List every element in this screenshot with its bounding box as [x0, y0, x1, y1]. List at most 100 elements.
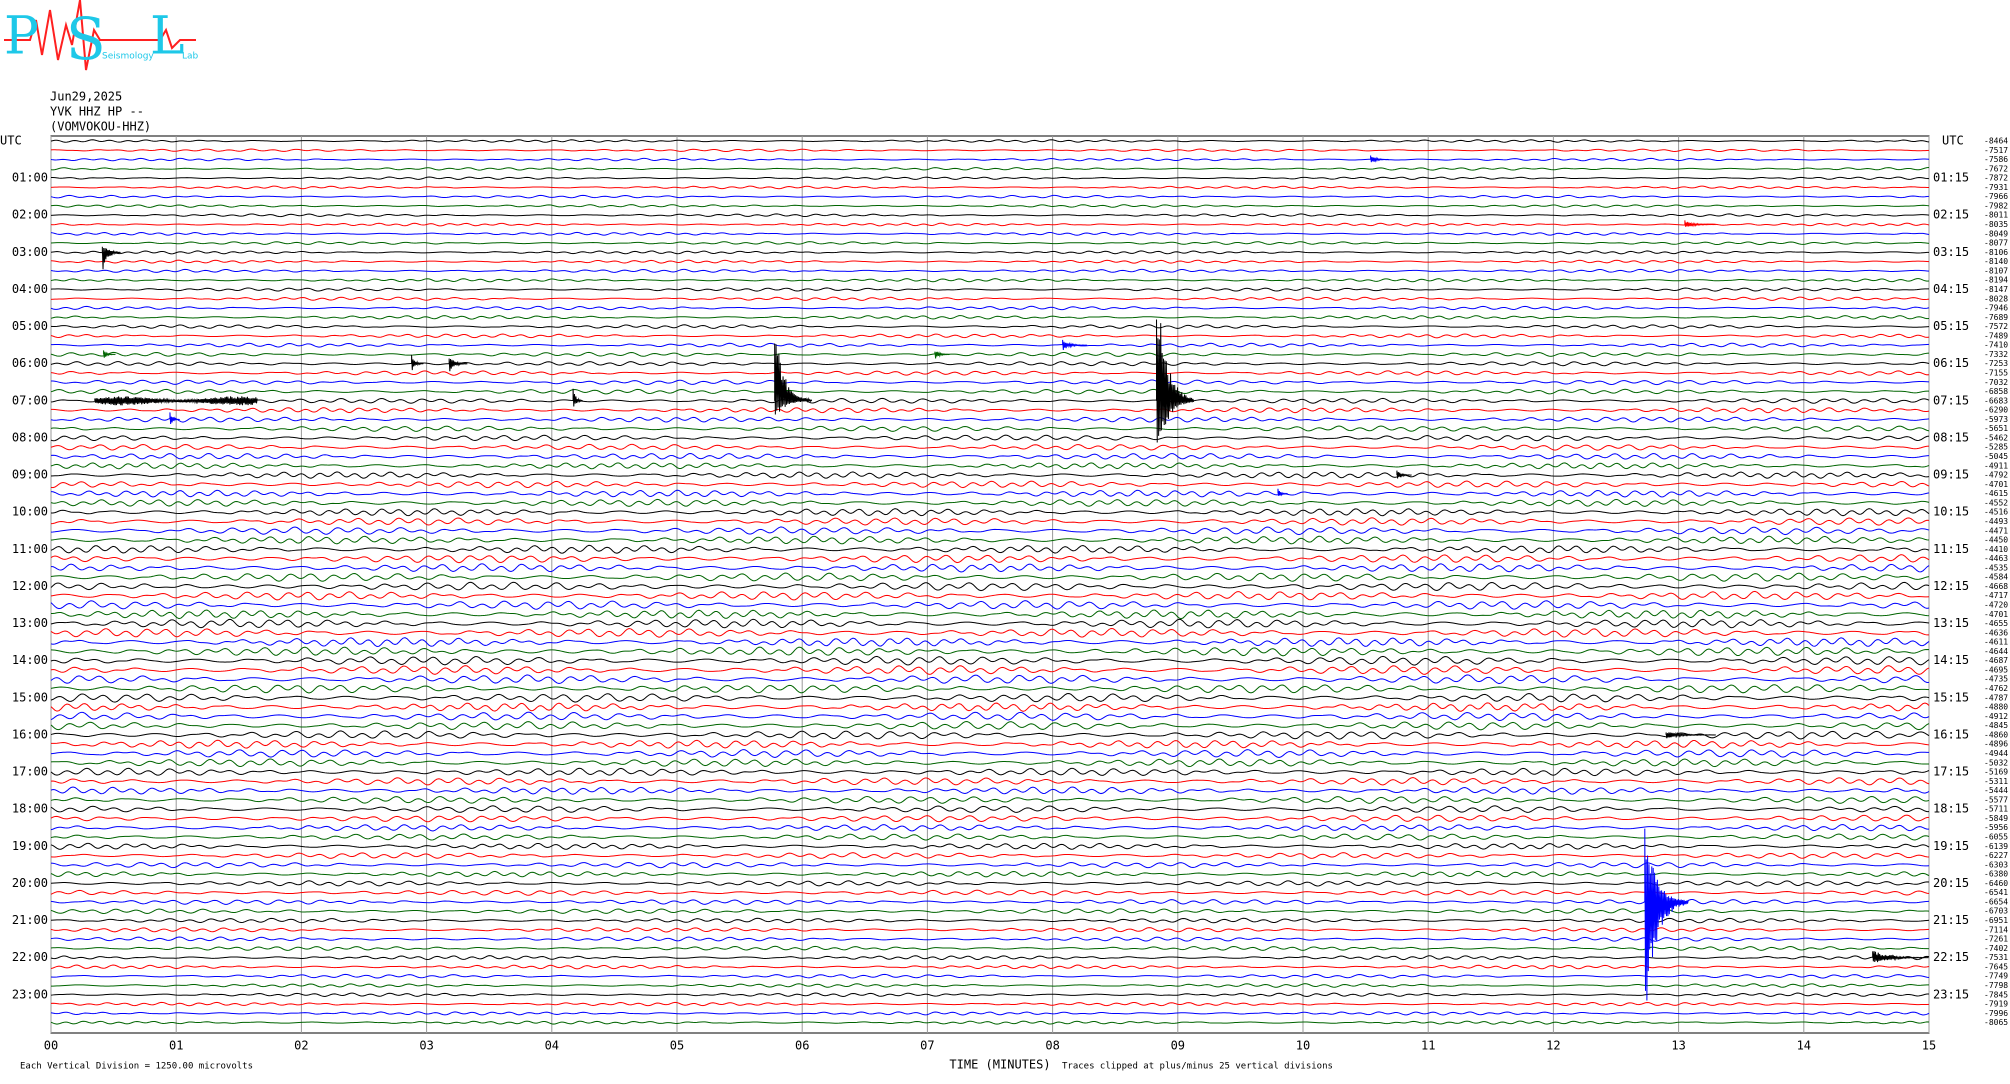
trace-value: -6683 — [1984, 396, 2008, 405]
trace-value: -4911 — [1984, 461, 2008, 470]
trace — [50, 231, 1930, 236]
trace — [50, 563, 1930, 573]
trace-value: -4735 — [1984, 675, 2008, 684]
hour-label: 15:15 — [1933, 690, 1969, 704]
hour-label: 20:15 — [1933, 876, 1969, 890]
trace — [50, 730, 1930, 740]
logo-word: Lab — [182, 52, 199, 62]
trace-value: -4717 — [1984, 591, 2008, 600]
trace — [50, 945, 1930, 951]
trace-value: -6460 — [1984, 879, 2008, 888]
trace-value: -6703 — [1984, 907, 2008, 916]
trace-value: -4471 — [1984, 526, 2008, 535]
trace-value: -5444 — [1984, 786, 2008, 795]
trace — [50, 370, 1930, 376]
trace-value: -8011 — [1984, 211, 2008, 220]
trace-value: -4552 — [1984, 498, 2008, 507]
hour-label: 18:15 — [1933, 802, 1969, 816]
utc-label: UTC — [1942, 134, 1964, 148]
trace — [50, 992, 1930, 998]
trace — [50, 842, 1930, 850]
trace — [50, 600, 1930, 610]
scale-note: Each Vertical Division = 1250.00 microvo… — [20, 1062, 253, 1072]
trace — [50, 397, 1930, 404]
trace-value: -5169 — [1984, 768, 2008, 777]
trace — [50, 983, 1930, 988]
hour-label: 07:15 — [1933, 393, 1969, 407]
hour-label: 17:00 — [12, 765, 48, 779]
trace — [50, 646, 1930, 657]
trace-value: -4845 — [1984, 721, 2008, 730]
trace — [50, 627, 1930, 638]
seismic-event — [1396, 470, 1412, 479]
trace — [50, 899, 1930, 905]
seismic-event — [1062, 339, 1088, 351]
logo: P S L Seismology Lab — [4, 0, 199, 73]
logo-letter: P — [4, 7, 39, 67]
seismic-event — [1370, 155, 1389, 163]
trace — [50, 833, 1930, 841]
trace-value: -6290 — [1984, 406, 2008, 415]
trace-value: -7872 — [1984, 174, 2008, 183]
trace — [50, 452, 1930, 460]
trace — [50, 425, 1930, 432]
hour-label: 22:15 — [1933, 950, 1969, 964]
trace-value: -7517 — [1984, 146, 2008, 155]
hour-label: 16:15 — [1933, 727, 1969, 741]
trace — [50, 758, 1930, 768]
trace — [50, 936, 1930, 942]
trace-value: -5462 — [1984, 433, 2008, 442]
x-tick-label: 15 — [1922, 1039, 1936, 1053]
seismic-event — [169, 412, 180, 424]
trace-value: -8049 — [1984, 229, 2008, 238]
hour-label: 12:00 — [12, 579, 48, 593]
trace-value: -5651 — [1984, 424, 2008, 433]
hour-label: 15:00 — [12, 690, 48, 704]
trace-value: -7749 — [1984, 972, 2008, 981]
x-tick-label: 12 — [1546, 1039, 1560, 1053]
seismic-event — [572, 388, 584, 407]
seismic-event — [774, 343, 813, 415]
hour-label: 23:15 — [1933, 987, 1969, 1001]
trace — [50, 434, 1930, 442]
seismic-event — [934, 351, 950, 359]
trace-value: -4762 — [1984, 684, 2008, 693]
trace — [50, 296, 1930, 301]
trace — [50, 489, 1930, 498]
hour-label: 19:00 — [12, 839, 48, 853]
trace-value: -7489 — [1984, 331, 2008, 340]
trace — [50, 498, 1930, 507]
trace — [50, 443, 1930, 451]
hour-label: 10:15 — [1933, 505, 1969, 519]
hour-label: 06:00 — [12, 356, 48, 370]
trace-value: -6055 — [1984, 833, 2008, 842]
trace-value: -5956 — [1984, 823, 2008, 832]
logo-letter: L — [150, 7, 185, 67]
trace-value: -8077 — [1984, 239, 2008, 248]
x-tick-label: 01 — [169, 1039, 183, 1053]
hour-label: 20:00 — [12, 876, 48, 890]
trace-value: -4636 — [1984, 628, 2008, 637]
trace — [50, 955, 1930, 961]
x-axis-label: TIME (MINUTES) — [949, 1058, 1050, 1072]
hour-label: 23:00 — [12, 987, 48, 1001]
trace-value: -7253 — [1984, 359, 2008, 368]
trace-value: -4720 — [1984, 601, 2008, 610]
trace — [50, 416, 1930, 423]
trace-value: -4701 — [1984, 610, 2008, 619]
trace-value: -5285 — [1984, 443, 2008, 452]
trace-value: -5577 — [1984, 795, 2008, 804]
hour-label: 04:15 — [1933, 282, 1969, 296]
seismic-event — [1277, 488, 1288, 497]
trace — [50, 268, 1930, 273]
trace-value: -8065 — [1984, 1018, 2008, 1027]
trace-value: -7586 — [1984, 155, 2008, 164]
trace-value: -5711 — [1984, 805, 2008, 814]
hour-label: 03:15 — [1933, 245, 1969, 259]
trace — [50, 305, 1930, 311]
trace — [50, 407, 1930, 414]
trace — [50, 739, 1930, 749]
hour-label: 11:00 — [12, 542, 48, 556]
trace-value: -5045 — [1984, 452, 2008, 461]
trace-value: -4516 — [1984, 508, 2008, 517]
